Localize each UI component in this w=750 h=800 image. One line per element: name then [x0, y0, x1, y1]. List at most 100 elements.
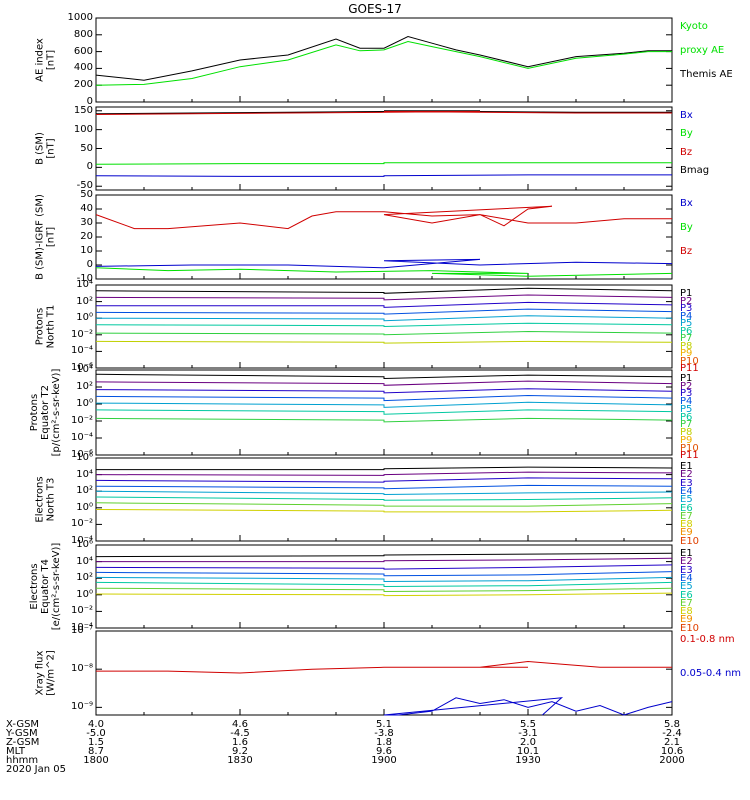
- ytick-label-pe-5: 10⁻⁶: [70, 449, 93, 460]
- series-xray-0-05-0-4-nm: [383, 697, 673, 716]
- ylabel-ee-2: [e/(cm²-s-sr-keV)]: [51, 543, 62, 631]
- xrow-value-1-1: -4.5: [230, 728, 250, 739]
- ytick-label-bres-0: -10: [76, 273, 93, 284]
- series-b-Bmag: [95, 110, 672, 115]
- legend-pe-8: P9: [680, 434, 693, 446]
- legend-b-3: Bmag: [680, 165, 710, 177]
- ytick-label-pn-3: 10⁻²: [70, 328, 93, 340]
- legend-en-3: E4: [680, 485, 693, 497]
- legend-pe-2: P3: [680, 388, 693, 400]
- series-en-E7: [95, 502, 673, 507]
- xrow-value-0-0: 4.0: [88, 719, 104, 730]
- xrow-value-4-0: 5.8: [664, 719, 680, 730]
- legend-pe-3: P4: [680, 396, 693, 408]
- legend-pn-2: P3: [680, 303, 693, 315]
- panel-frame-bres: [95, 194, 673, 280]
- ylabel-ee-0: Electrons: [29, 563, 40, 609]
- legend-pn-0: P1: [680, 288, 693, 299]
- series-pn-P7: [95, 330, 673, 336]
- ytick-label-ae-0: 0: [86, 96, 93, 107]
- xrow-value-1-4: 1830: [227, 755, 253, 766]
- ytick-label-ae-2: 400: [73, 62, 93, 74]
- ytick-label-xray-2: 10⁻⁹: [70, 701, 93, 713]
- ytick-label-en-4: 10⁻²: [70, 518, 93, 530]
- ytick-label-ae-1: 200: [73, 79, 93, 91]
- legend-pe-4: P5: [680, 403, 693, 415]
- ytick-label-pe-4: 10⁻⁴: [70, 432, 93, 443]
- series-pe-P7: [95, 417, 673, 423]
- ytick-label-xray-1: 10⁻⁸: [70, 663, 93, 675]
- legend-pn-6: P7: [680, 333, 693, 345]
- series-ee-E8: [95, 592, 673, 597]
- legend-ee-6: E7: [680, 597, 693, 609]
- series-ee-E7: [95, 587, 673, 593]
- legend-pn-3: P4: [680, 310, 693, 322]
- series-pn-P6: [95, 322, 673, 328]
- ylabel-b-0: B (SM): [35, 132, 46, 165]
- ytick-label-ee-2: 10²: [76, 572, 93, 584]
- ylabel-ae-0: AE index: [35, 38, 46, 82]
- ytick-label-b-4: 150: [73, 104, 93, 116]
- ylabel-pn-1: North T1: [46, 305, 57, 349]
- legend-ae-2: Themis AE: [680, 69, 733, 80]
- legend-b-1: By: [680, 128, 693, 140]
- date-label: 2020 Jan 05: [6, 764, 66, 775]
- ytick-label-pn-4: 10⁻⁴: [70, 345, 93, 357]
- series-ee-E6: [95, 581, 673, 588]
- xrow-label-0: X-GSM: [6, 719, 40, 730]
- ytick-label-b-0: -50: [76, 180, 93, 192]
- ytick-label-en-3: 10⁰: [76, 501, 93, 513]
- xrow-value-1-3: 9.2: [232, 746, 248, 757]
- legend-pn-4: P5: [680, 318, 693, 330]
- panel-frame-b: [95, 106, 673, 191]
- legend-en-2: E3: [680, 477, 693, 489]
- ytick-label-bres-5: 40: [80, 203, 93, 214]
- series-bres-Bx: [95, 258, 673, 269]
- ylabel-pe-0: Protons: [29, 394, 40, 431]
- legend-pn-5: P6: [680, 325, 693, 337]
- legend-pn-1: P2: [680, 295, 693, 307]
- ytick-label-pn-0: 10⁴: [76, 279, 93, 290]
- panel-frame-xray: [95, 630, 673, 716]
- ytick-label-ae-4: 800: [73, 28, 93, 40]
- ytick-label-en-0: 10⁶: [76, 452, 93, 463]
- legend-ee-0: E1: [680, 548, 693, 559]
- legend-ee-3: E4: [680, 572, 693, 584]
- xrow-value-3-1: -3.1: [518, 728, 538, 739]
- xrow-value-1-0: 4.6: [232, 719, 248, 730]
- ylabel-pe-1: Equator T2: [40, 385, 51, 440]
- ytick-label-bres-2: 10: [80, 245, 93, 256]
- ylabel-en-1: North T3: [46, 478, 57, 522]
- legend-en-6: E7: [680, 510, 693, 522]
- series-ee-E2: [96, 557, 673, 563]
- series-ee-E5: [95, 576, 673, 583]
- xrow-value-3-3: 10.1: [516, 746, 540, 757]
- legend-xray-0: 0.1-0.8 nm: [680, 634, 735, 645]
- ylabel-bres-0: B (SM)-IGRF (SM): [35, 194, 46, 280]
- series-pe-P2: [95, 380, 673, 386]
- series-b-Bx: [95, 174, 672, 177]
- legend-en-4: E5: [680, 494, 693, 506]
- ytick-label-pn-2: 10⁰: [76, 312, 93, 324]
- legend-pe-10: P11: [680, 450, 699, 462]
- ylabel-bres-1: [nT]: [46, 227, 57, 247]
- series-en-E2: [95, 471, 673, 476]
- legend-pe-1: P2: [680, 380, 693, 392]
- series-pe-P3: [95, 388, 673, 394]
- ytick-label-ee-0: 10⁶: [76, 539, 93, 550]
- series-pe-P6: [95, 409, 673, 415]
- legend-b-0: Bx: [680, 110, 693, 121]
- xrow-label-4: hhmm: [6, 755, 39, 766]
- series-pe-P4: [95, 394, 673, 402]
- series-en-E8: [95, 509, 673, 513]
- ytick-label-en-2: 10²: [76, 485, 93, 497]
- series-pn-P5: [95, 315, 673, 322]
- ylabel-pn-0: Protons: [35, 308, 46, 345]
- legend-bres-2: Bz: [680, 246, 693, 257]
- xrow-value-4-3: 10.6: [660, 746, 684, 757]
- legend-bres-1: By: [680, 222, 693, 233]
- legend-en-8: E9: [680, 527, 693, 539]
- xrow-value-0-1: -5.0: [86, 728, 106, 739]
- chart-title: GOES-17: [348, 2, 402, 16]
- xrow-label-3: MLT: [6, 746, 25, 757]
